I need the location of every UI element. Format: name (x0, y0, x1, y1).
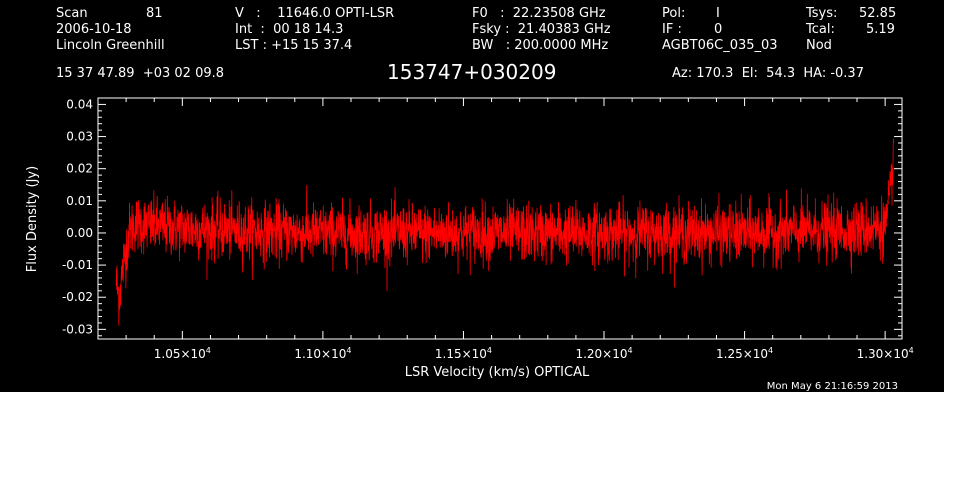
y-tick-label: 0.00 (66, 226, 93, 240)
if-value: 0 (714, 22, 723, 37)
y-axis-title: Flux Density (Jy) (25, 166, 40, 272)
x-tick-label: 1.10×104 (294, 346, 351, 361)
x-tick-label: 1.25×104 (716, 346, 773, 361)
az-el-ha: Az: 170.3 El: 54.3 HA: -0.37 (672, 66, 864, 81)
pol-label: Pol: (662, 6, 686, 21)
proc-mode: Nod (806, 38, 832, 53)
lst: LST : +15 15 37.4 (235, 38, 353, 53)
x-tick-label: 1.15×104 (435, 346, 492, 361)
scan-value: 81 (146, 6, 163, 21)
y-tick-label: 0.02 (66, 162, 93, 176)
tcal-value: 5.19 (866, 22, 895, 37)
x-axis-title: LSR Velocity (km/s) OPTICAL (405, 365, 590, 380)
velocity-info: V : 11646.0 OPTI-LSR (235, 6, 395, 21)
y-tick-label: -0.03 (62, 322, 93, 336)
date: 2006-10-18 (56, 22, 132, 37)
tcal-label: Tcal: (806, 22, 835, 37)
source-coordinates: 15 37 47.89 +03 02 09.8 (56, 66, 225, 81)
sky-frequency: Fsky : 21.40383 GHz (472, 22, 611, 37)
x-tick-label: 1.30×104 (857, 346, 914, 361)
spectrum-trace (115, 138, 894, 326)
project-id: AGBT06C_035_03 (662, 38, 778, 53)
source-name: 153747+030209 (387, 60, 557, 84)
y-tick-label: 0.03 (66, 130, 93, 144)
pol-value: I (716, 6, 720, 21)
tsys-value: 52.85 (859, 6, 897, 21)
plot-panel: Scan 81 V : 11646.0 OPTI-LSR F0 : 22.235… (0, 0, 944, 392)
integration-time: Int : 00 18 14.3 (235, 22, 344, 37)
plot-frame (97, 97, 903, 340)
tsys-label: Tsys: (806, 6, 838, 21)
if-label: IF : (662, 22, 682, 37)
y-tick-label: -0.01 (62, 258, 93, 272)
rest-frequency: F0 : 22.23508 GHz (472, 6, 606, 21)
x-tick-label: 1.20×104 (575, 346, 632, 361)
spectrum-chart: 1.05×104 1.10×104 1.15×104 1.20×104 1.25×104… (25, 97, 914, 392)
y-tick-label: 0.04 (66, 97, 93, 111)
plot-timestamp: Mon May 6 21:16:59 2013 (767, 381, 898, 392)
scan-label: Scan (56, 6, 88, 21)
y-tick-label: 0.01 (66, 194, 93, 208)
x-tick-label: 1.05×104 (154, 346, 211, 361)
bandwidth: BW : 200.0000 MHz (472, 38, 609, 53)
observer: Lincoln Greenhill (56, 38, 165, 53)
y-tick-label: -0.02 (62, 290, 93, 304)
